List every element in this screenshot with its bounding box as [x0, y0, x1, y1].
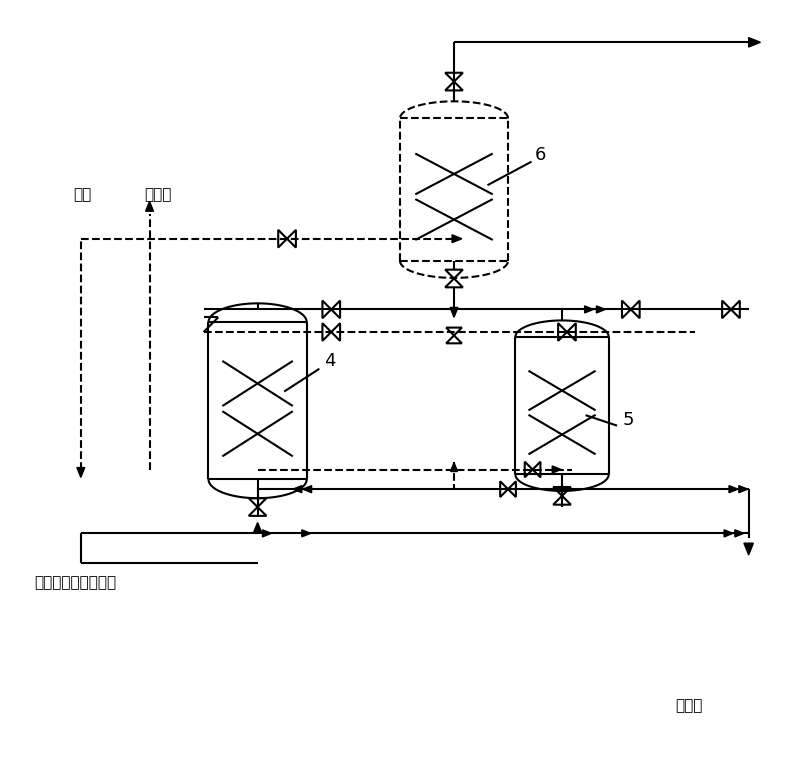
Polygon shape: [452, 235, 462, 243]
Polygon shape: [744, 543, 754, 555]
Polygon shape: [450, 462, 458, 472]
Text: 液态烷: 液态烷: [675, 698, 702, 713]
Polygon shape: [552, 466, 561, 473]
Text: 来自脱丙烷塔顶物流: 来自脱丙烷塔顶物流: [34, 575, 117, 591]
Polygon shape: [735, 530, 744, 537]
Polygon shape: [724, 530, 733, 537]
Text: 安全处: 安全处: [145, 188, 172, 203]
Polygon shape: [729, 486, 738, 493]
Polygon shape: [597, 306, 606, 313]
Polygon shape: [585, 306, 594, 313]
Polygon shape: [77, 468, 85, 477]
Polygon shape: [450, 307, 458, 317]
Polygon shape: [254, 522, 262, 532]
Polygon shape: [302, 486, 312, 493]
Polygon shape: [146, 202, 154, 211]
Polygon shape: [262, 530, 271, 537]
Text: 5: 5: [623, 411, 634, 429]
Polygon shape: [302, 530, 310, 537]
Text: 4: 4: [324, 352, 336, 370]
Text: 6: 6: [534, 146, 546, 165]
Text: 氮气: 氮气: [73, 188, 91, 203]
Polygon shape: [293, 486, 302, 493]
Polygon shape: [749, 37, 761, 47]
Polygon shape: [739, 486, 748, 493]
